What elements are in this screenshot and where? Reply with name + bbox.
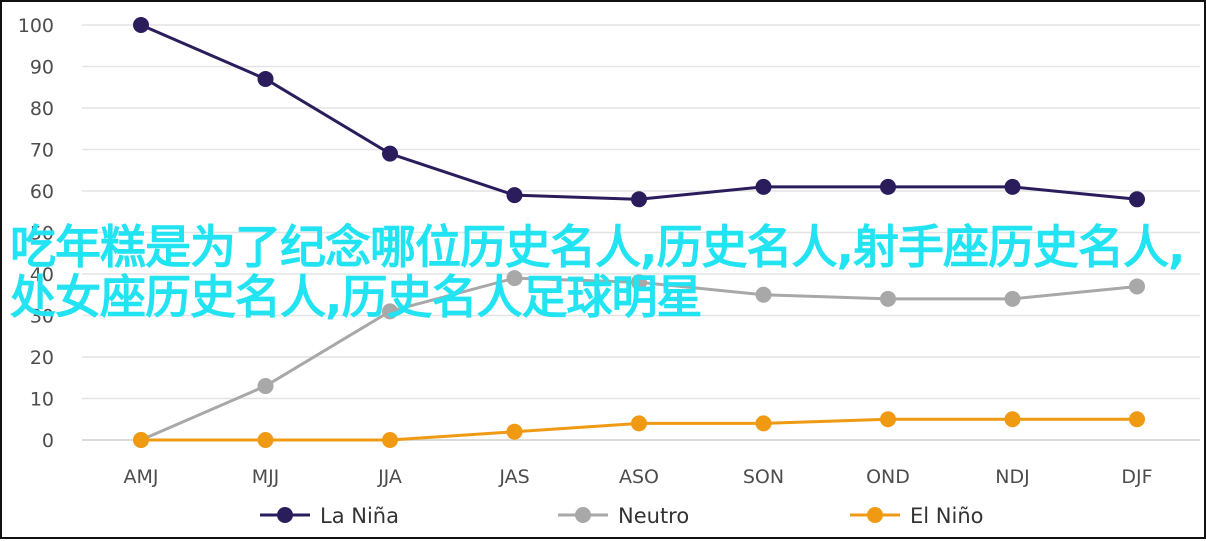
data-point-la-ni-a-ndj (1004, 178, 1021, 195)
legend-marker-el-ni-o (867, 507, 883, 523)
y-tick-label-100: 100 (18, 15, 54, 37)
data-point-neutro-jas (506, 270, 523, 287)
y-tick-label-50: 50 (30, 223, 54, 245)
series-line-la-ni-a (140, 23, 1138, 201)
data-point-el-ni-o-ndj (1004, 411, 1021, 428)
y-tick-label-70: 70 (30, 140, 54, 162)
data-point-el-ni-o-ond (880, 411, 896, 428)
legend-marker-la-ni-a (277, 507, 293, 523)
data-point-la-ni-a-son (755, 178, 772, 195)
x-tick-label-jas: JAS (498, 466, 529, 488)
legend-label-la-ni-a: La Niña (320, 504, 399, 528)
data-point-el-ni-o-djf (1129, 411, 1145, 428)
data-point-neutro-son (755, 286, 772, 303)
data-point-la-ni-a-aso (631, 191, 647, 208)
data-point-el-ni-o-amj (133, 432, 149, 448)
data-point-neutro-aso (631, 274, 647, 291)
data-point-el-ni-o-jas (506, 423, 523, 440)
y-tick-label-10: 10 (30, 389, 54, 411)
y-tick-label-80: 80 (30, 98, 54, 120)
x-tick-label-ond: OND (866, 466, 910, 488)
x-tick-label-mjj: MJJ (252, 466, 280, 488)
data-point-la-ni-a-djf (1129, 191, 1145, 208)
legend-label-el-ni-o: El Niño (910, 504, 983, 528)
data-point-la-ni-a-mjj (257, 70, 274, 87)
data-point-la-ni-a-jja (382, 145, 398, 162)
y-tick-label-60: 60 (30, 181, 54, 203)
data-point-neutro-djf (1129, 278, 1145, 295)
overlay-headline: 吃年糕是为了纪念哪位历史名人,历史名人,射手座历史名人,处女座历史名人,历史名人… (10, 220, 1185, 324)
x-tick-label-aso: ASO (619, 466, 659, 488)
data-point-el-ni-o-son (755, 415, 772, 432)
data-point-la-ni-a-jas (506, 187, 523, 204)
x-tick-label-ndj: NDJ (995, 466, 1029, 488)
y-tick-label-20: 20 (30, 347, 54, 369)
data-point-neutro-mjj (257, 378, 274, 395)
data-point-la-ni-a-ond (880, 178, 896, 195)
legend-marker-neutro (575, 507, 591, 523)
x-tick-label-amj: AMJ (124, 466, 159, 488)
data-point-neutro-ndj (1004, 290, 1021, 307)
legend-label-neutro: Neutro (618, 504, 689, 528)
data-point-neutro-ond (880, 290, 896, 307)
data-point-el-ni-o-aso (631, 415, 647, 432)
y-tick-label-40: 40 (30, 264, 54, 286)
x-tick-label-son: SON (743, 466, 784, 488)
y-tick-label-30: 30 (30, 306, 54, 328)
x-tick-label-djf: DJF (1121, 466, 1152, 488)
data-point-la-ni-a-amj (133, 17, 149, 33)
data-point-el-ni-o-jja (382, 432, 398, 448)
data-point-el-ni-o-mjj (257, 432, 274, 448)
data-point-neutro-jja (382, 303, 398, 320)
x-tick-label-jja: JJA (377, 466, 402, 488)
y-tick-label-0: 0 (42, 430, 54, 452)
y-tick-label-90: 90 (30, 57, 54, 79)
